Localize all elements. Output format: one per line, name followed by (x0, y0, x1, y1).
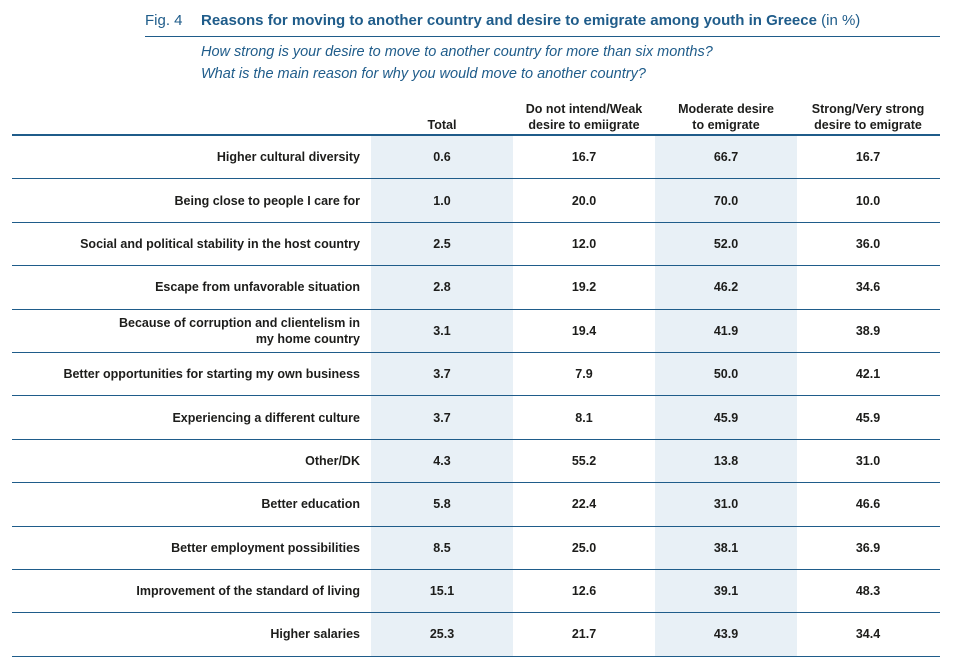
header-rule (12, 134, 940, 136)
table-row: Improvement of the standard of living 15.… (12, 570, 940, 614)
row-label: Better opportunities for starting my own… (63, 367, 360, 382)
table-cell: 25.0 (571, 540, 597, 555)
column-header-total: Total (427, 118, 457, 132)
table-cell: 36.0 (855, 236, 881, 251)
column-header-weak-desire: Do not intend/Weak desire to emiigrate (525, 102, 643, 132)
table-cell: 70.0 (713, 193, 739, 208)
row-label: Higher cultural diversity (216, 150, 360, 165)
table-row: Social and political stability in the ho… (12, 223, 940, 267)
table-cell: 2.5 (433, 236, 451, 251)
table-cell: 46.2 (713, 280, 739, 295)
row-label: Higher salaries (270, 627, 360, 642)
table-cell: 13.8 (713, 453, 739, 468)
table-cell: 42.1 (855, 367, 881, 382)
table-row: Better opportunities for starting my own… (12, 353, 940, 397)
table-cell: 43.9 (713, 627, 739, 642)
table-cell: 12.0 (571, 236, 597, 251)
table-cell: 15.1 (429, 584, 455, 599)
table-row: Being close to people I care for 1.0 20.0 7… (12, 179, 940, 223)
table-cell: 50.0 (713, 367, 739, 382)
table-cell: 22.4 (571, 497, 597, 512)
row-label: Because of corruption and clientelism in… (118, 315, 360, 346)
table-cell: 45.9 (855, 410, 881, 425)
table-cell: 36.9 (855, 540, 881, 555)
table-cell: 66.7 (713, 150, 739, 165)
table-cell: 3.7 (433, 367, 451, 382)
table-cell: 19.2 (571, 280, 597, 295)
table-row: Other/DK 4.3 55.2 13.8 31.0 (12, 440, 940, 484)
table-cell: 25.3 (429, 627, 455, 642)
table-cell: 8.5 (433, 540, 451, 555)
table-cell: 38.9 (855, 323, 881, 338)
table-cell: 45.9 (713, 410, 739, 425)
table-cell: 39.1 (713, 584, 739, 599)
table-cell: 4.3 (433, 453, 451, 468)
table-cell: 7.9 (575, 367, 593, 382)
row-label: Social and political stability in the ho… (80, 236, 360, 251)
table-cell: 1.0 (433, 193, 451, 208)
column-header-moderate-desire: Moderate desire to emigrate (678, 102, 774, 132)
row-label: Other/DK (305, 453, 360, 468)
table-cell: 0.6 (433, 150, 451, 165)
figure-title-text: Reasons for moving to another country an… (201, 12, 817, 29)
row-label: Improvement of the standard of living (136, 584, 360, 599)
table-cell: 48.3 (855, 584, 881, 599)
table-cell: 31.0 (855, 453, 881, 468)
table-body: Higher cultural diversity 0.6 16.7 66.7 16.7… (12, 136, 940, 657)
figure-header: Fig. 4 Reasons for moving to another cou… (145, 12, 940, 37)
table-row: Better education 5.8 22.4 31.0 46.6 (12, 483, 940, 527)
table-cell: 20.0 (571, 193, 597, 208)
row-label: Experiencing a different culture (172, 410, 360, 425)
table-cell: 34.4 (855, 627, 881, 642)
figure-number: Fig. 4 (145, 12, 183, 29)
table-row: Escape from unfavorable situation 2.8 19.2… (12, 266, 940, 310)
table-cell: 8.1 (575, 410, 593, 425)
table-row: Higher cultural diversity 0.6 16.7 66.7 16.7 (12, 136, 940, 180)
table-cell: 55.2 (571, 453, 597, 468)
table-cell: 3.7 (433, 410, 451, 425)
table-cell: 46.6 (855, 497, 881, 512)
figure-unit: (in %) (821, 12, 861, 29)
table-row: Higher salaries 25.3 21.7 43.9 34.4 (12, 613, 940, 657)
subtitle-question-1: How strong is your desire to move to ano… (201, 44, 713, 60)
row-label: Better education (261, 497, 360, 512)
table-cell: 41.9 (713, 323, 739, 338)
table-cell: 34.6 (855, 280, 881, 295)
row-label: Better employment possibilities (171, 540, 360, 555)
table-cell: 2.8 (433, 280, 451, 295)
table-cell: 38.1 (713, 540, 739, 555)
table-cell: 31.0 (713, 497, 739, 512)
table-row: Because of corruption and clientelism in… (12, 310, 940, 353)
table-cell: 16.7 (571, 150, 597, 165)
row-label: Escape from unfavorable situation (155, 280, 360, 295)
table-cell: 52.0 (713, 236, 739, 251)
table-cell: 19.4 (571, 323, 597, 338)
table-cell: 12.6 (571, 584, 597, 599)
column-header-strong-desire: Strong/Very strong desire to emigrate (811, 102, 925, 132)
row-label: Being close to people I care for (174, 193, 360, 208)
table-cell: 3.1 (433, 323, 451, 338)
table-cell: 16.7 (855, 150, 881, 165)
subtitle-question-2: What is the main reason for why you woul… (201, 66, 646, 82)
figure-title: Reasons for moving to another country an… (201, 12, 860, 29)
table-row: Experiencing a different culture 3.7 8.1 45… (12, 396, 940, 440)
table-cell: 10.0 (855, 193, 881, 208)
table-cell: 5.8 (433, 497, 451, 512)
table-row: Better employment possibilities 8.5 25.0 38… (12, 527, 940, 570)
table-cell: 21.7 (571, 627, 597, 642)
